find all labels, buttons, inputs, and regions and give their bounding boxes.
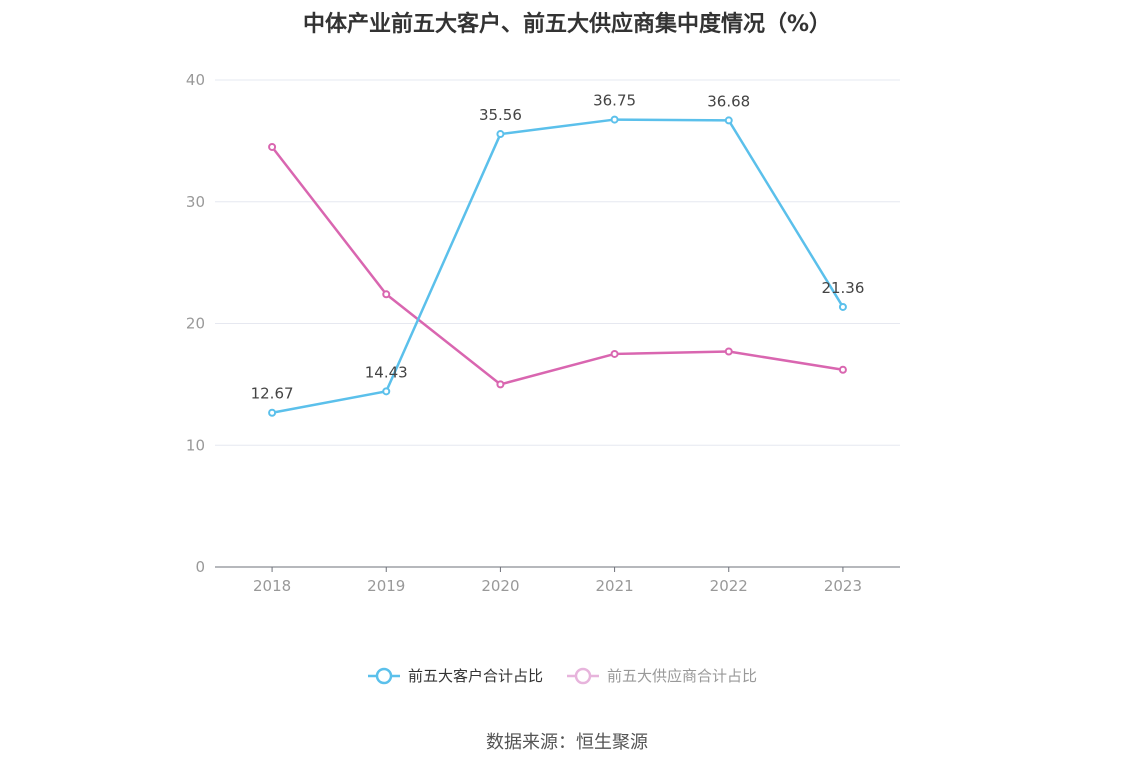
x-tick-label: 2022 [710,577,748,595]
data-label: 14.43 [365,363,408,381]
data-label: 21.36 [821,279,864,297]
x-tick-label: 2020 [481,577,519,595]
data-label: 12.67 [251,385,294,403]
x-tick-label: 2021 [595,577,633,595]
x-tick-label: 2018 [253,577,291,595]
data-label: 36.75 [593,92,636,110]
legend-label[interactable]: 前五大客户合计占比 [408,667,543,685]
y-tick-label: 40 [186,71,205,89]
x-tick-label: 2019 [367,577,405,595]
chart-title: 中体产业前五大客户、前五大供应商集中度情况（%） [302,12,832,37]
data-label: 35.56 [479,106,522,124]
legend-icon[interactable] [574,667,592,685]
data-point[interactable] [496,130,505,139]
series-line-1 [271,146,844,386]
data-point[interactable] [724,347,733,356]
data-point[interactable] [382,387,391,396]
data-point[interactable] [838,302,847,311]
data-label: 36.68 [707,92,750,110]
y-tick-label: 0 [195,558,205,576]
x-tick-label: 2023 [824,577,862,595]
data-point[interactable] [268,408,277,417]
data-source: 数据来源：恒生聚源 [486,732,648,753]
legend-label[interactable]: 前五大供应商合计占比 [607,667,757,685]
data-point[interactable] [724,116,733,125]
data-point[interactable] [610,115,619,124]
data-point[interactable] [610,349,619,358]
data-point[interactable] [496,380,505,389]
data-point[interactable] [838,365,847,374]
data-point[interactable] [268,142,277,151]
y-tick-label: 20 [186,315,205,333]
y-tick-label: 10 [186,436,205,454]
y-tick-label: 30 [186,193,205,211]
legend-icon[interactable] [375,667,393,685]
data-point[interactable] [382,290,391,299]
series-line-0 [271,118,844,414]
